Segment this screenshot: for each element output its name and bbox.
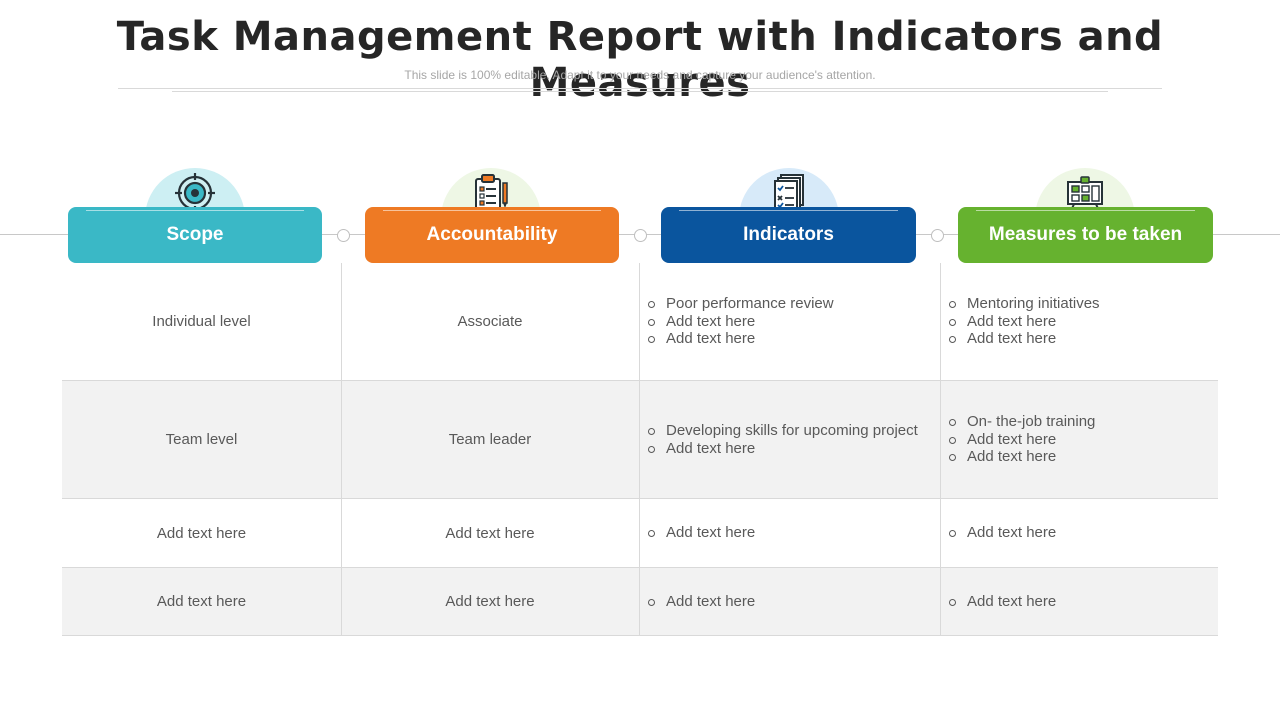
measure-item: On- the-job training bbox=[948, 413, 1095, 431]
table-cell-accountability: Add text here bbox=[445, 524, 535, 542]
title-divider bbox=[118, 88, 1162, 89]
measure-item: Add text here bbox=[948, 448, 1095, 466]
table-cell-indicators: Developing skills for upcoming project A… bbox=[647, 381, 939, 498]
column-header-indicators: Indicators bbox=[661, 207, 916, 263]
clipboard-checklist-icon bbox=[475, 174, 508, 211]
measure-item: Mentoring initiatives bbox=[948, 295, 1100, 313]
connector-dot bbox=[931, 229, 944, 242]
column-header-accountability: Accountability bbox=[365, 207, 619, 263]
column-separator bbox=[341, 263, 342, 636]
column-header-measures: Measures to be taken bbox=[958, 207, 1213, 263]
measure-item: Add text here bbox=[948, 593, 1056, 611]
checklist-documents-icon bbox=[774, 174, 804, 212]
table-cell-accountability: Team leader bbox=[448, 431, 532, 448]
slide-subtitle: This slide is 100% editable. Adapt it to… bbox=[404, 68, 876, 82]
table-cell-scope: Team level bbox=[165, 431, 238, 448]
indicator-item: Add text here bbox=[647, 593, 755, 611]
table-bottom-border bbox=[62, 635, 1218, 636]
table-cell-measures: Mentoring initiatives Add text here Add … bbox=[948, 263, 1216, 380]
column-header-scope: Scope bbox=[68, 207, 322, 263]
indicator-item: Developing skills for upcoming project bbox=[647, 422, 918, 440]
table-cell-accountability: Add text here bbox=[445, 593, 535, 610]
column-separator bbox=[940, 263, 941, 636]
table-row bbox=[62, 380, 1218, 499]
column-header-label: Scope bbox=[166, 224, 224, 245]
indicator-item: Add text here bbox=[647, 313, 834, 331]
indicator-item: Add text here bbox=[647, 330, 834, 348]
column-separator bbox=[639, 263, 640, 636]
table-cell-measures: Add text here bbox=[948, 499, 1216, 567]
column-header-label: Indicators bbox=[743, 224, 834, 245]
table-cell-scope: Add text here bbox=[156, 524, 247, 542]
title-divider-inner bbox=[172, 91, 1108, 92]
indicator-item: Poor performance review bbox=[647, 295, 834, 313]
table-row bbox=[62, 498, 1218, 568]
measure-item: Add text here bbox=[948, 431, 1095, 449]
measure-item: Add text here bbox=[948, 313, 1100, 331]
slide-title: Task Management Report with Indicators a… bbox=[116, 14, 1164, 106]
connector-dot bbox=[337, 229, 350, 242]
table-cell-measures: Add text here bbox=[948, 568, 1216, 635]
planning-board-icon bbox=[1067, 176, 1103, 212]
table-cell-indicators: Poor performance review Add text here Ad… bbox=[647, 263, 939, 380]
table-cell-scope: Individual level bbox=[152, 313, 251, 330]
indicator-item: Add text here bbox=[647, 524, 755, 542]
measure-item: Add text here bbox=[948, 524, 1056, 542]
table-cell-indicators: Add text here bbox=[647, 499, 939, 567]
column-header-label: Accountability bbox=[426, 224, 558, 245]
table-row bbox=[62, 567, 1218, 636]
indicator-item: Add text here bbox=[647, 440, 918, 458]
table-cell-scope: Add text here bbox=[156, 593, 247, 610]
table-cell-indicators: Add text here bbox=[647, 568, 939, 635]
column-header-label: Measures to be taken bbox=[988, 224, 1183, 245]
connector-dot bbox=[634, 229, 647, 242]
table-cell-measures: On- the-job training Add text here Add t… bbox=[948, 381, 1216, 498]
table-cell-accountability: Associate bbox=[457, 313, 523, 330]
measure-item: Add text here bbox=[948, 330, 1100, 348]
